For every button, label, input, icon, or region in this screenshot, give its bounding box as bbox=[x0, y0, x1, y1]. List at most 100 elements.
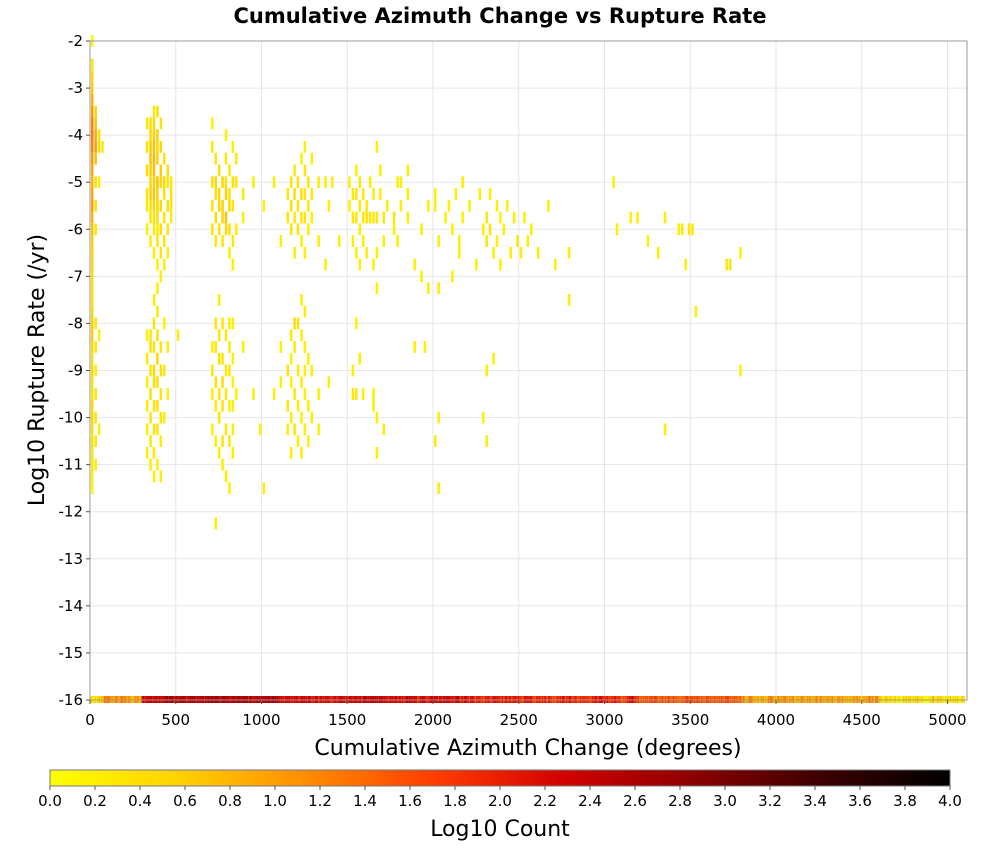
heatmap-cell bbox=[656, 246, 660, 259]
heatmap-cell bbox=[300, 152, 303, 165]
heatmap-cell bbox=[303, 141, 307, 153]
colorbar-tick-label: 1.4 bbox=[353, 792, 377, 810]
heatmap-cell bbox=[303, 341, 307, 353]
heatmap-cell bbox=[91, 188, 94, 200]
heatmap-cell bbox=[91, 352, 94, 365]
heatmap-cell bbox=[152, 364, 156, 377]
heatmap-cell bbox=[166, 164, 169, 177]
heatmap-cell bbox=[516, 235, 519, 247]
heatmap-cell bbox=[224, 129, 228, 142]
heatmap-cell bbox=[159, 164, 163, 177]
heatmap-cell bbox=[235, 152, 238, 165]
heatmap-cell bbox=[156, 376, 159, 389]
heatmap-cell bbox=[300, 446, 303, 459]
heatmap-cell bbox=[152, 164, 156, 177]
heatmap-cell bbox=[485, 211, 488, 224]
heatmap-cell bbox=[485, 435, 488, 447]
heatmap-cell bbox=[149, 129, 152, 142]
heatmap-cell bbox=[355, 317, 358, 330]
heatmap-cell bbox=[509, 246, 512, 259]
heatmap-cell bbox=[91, 470, 94, 483]
heatmap-cell bbox=[307, 352, 310, 365]
heatmap-cell bbox=[358, 176, 362, 189]
heatmap-cell bbox=[156, 235, 159, 247]
x-tick-label: 4000 bbox=[757, 711, 795, 729]
heatmap-cell bbox=[317, 235, 320, 247]
heatmap-cell bbox=[372, 258, 375, 271]
heatmap-cell bbox=[149, 117, 152, 130]
heatmap-cell bbox=[156, 141, 159, 153]
heatmap-cell bbox=[372, 399, 375, 412]
heatmap-cell bbox=[739, 364, 742, 377]
heatmap-cell bbox=[488, 188, 492, 200]
heatmap-cell bbox=[241, 188, 245, 200]
x-tick-label: 4500 bbox=[843, 711, 881, 729]
heatmap-cell bbox=[406, 211, 410, 224]
heatmap-cell bbox=[214, 152, 217, 165]
heatmap-cell bbox=[361, 188, 365, 200]
heatmap-cell bbox=[300, 411, 303, 424]
heatmap-cell bbox=[231, 399, 235, 412]
heatmap-cell bbox=[235, 223, 238, 236]
heatmap-cell bbox=[145, 164, 149, 177]
heatmap-cell bbox=[217, 388, 221, 400]
heatmap-cell bbox=[451, 270, 454, 283]
heatmap-cell bbox=[296, 199, 300, 212]
heatmap-cell bbox=[461, 211, 464, 224]
heatmap-cell bbox=[163, 364, 166, 377]
heatmap-cell bbox=[228, 435, 231, 447]
heatmap-cell bbox=[259, 423, 262, 436]
heatmap-cell bbox=[228, 188, 231, 200]
heatmap-cell bbox=[289, 352, 293, 365]
heatmap-cell bbox=[406, 188, 410, 200]
heatmap-cell bbox=[145, 399, 149, 412]
heatmap-cell bbox=[293, 164, 296, 177]
heatmap-cell bbox=[523, 211, 526, 224]
heatmap-cell bbox=[149, 388, 152, 400]
grid bbox=[89, 40, 967, 701]
heatmap-cell bbox=[149, 458, 152, 471]
heatmap-cell bbox=[478, 188, 482, 200]
heatmap-cell bbox=[156, 188, 159, 200]
heatmap-cell bbox=[485, 364, 488, 377]
heatmap-cell bbox=[152, 246, 156, 259]
heatmap-cell bbox=[437, 411, 440, 424]
heatmap-cell bbox=[156, 458, 159, 471]
heatmap-cell bbox=[468, 199, 471, 212]
heatmap-cell bbox=[145, 376, 149, 389]
x-tick-label: 1500 bbox=[328, 711, 366, 729]
heatmap-cell bbox=[214, 435, 217, 447]
heatmap-cell bbox=[224, 388, 228, 400]
heatmap-cell bbox=[286, 188, 290, 200]
heatmap-cell bbox=[94, 223, 97, 236]
heatmap-cell bbox=[94, 199, 97, 212]
heatmap-cell bbox=[348, 176, 351, 189]
heatmap-cell bbox=[149, 152, 152, 165]
heatmap-cell bbox=[293, 246, 296, 259]
heatmap-cell bbox=[231, 235, 235, 247]
heatmap-cell bbox=[97, 141, 101, 153]
heatmap-cell bbox=[392, 211, 396, 224]
heatmap-cell bbox=[221, 376, 224, 389]
x-tick-label: 2500 bbox=[500, 711, 538, 729]
heatmap-cell bbox=[97, 423, 101, 436]
heatmap-cell bbox=[279, 341, 283, 353]
colorbar-tick-label: 3.6 bbox=[848, 792, 872, 810]
heatmap-cell bbox=[159, 270, 163, 283]
heatmap-cell bbox=[368, 211, 372, 224]
heatmap-cell bbox=[228, 317, 231, 330]
heatmap-cell bbox=[375, 211, 379, 224]
heatmap-cell bbox=[91, 105, 94, 118]
heatmap-cell bbox=[307, 223, 310, 236]
heatmap-cell bbox=[615, 223, 619, 236]
heatmap-cell bbox=[152, 423, 156, 436]
x-tick-label: 1000 bbox=[242, 711, 280, 729]
heatmap-cell bbox=[152, 188, 156, 200]
heatmap-cell bbox=[458, 235, 461, 247]
heatmap-cell bbox=[358, 223, 362, 236]
heatmap-cell bbox=[519, 246, 523, 259]
heatmap-cell bbox=[91, 211, 94, 224]
heatmap-cell bbox=[252, 388, 255, 400]
heatmap-cell bbox=[166, 246, 169, 259]
